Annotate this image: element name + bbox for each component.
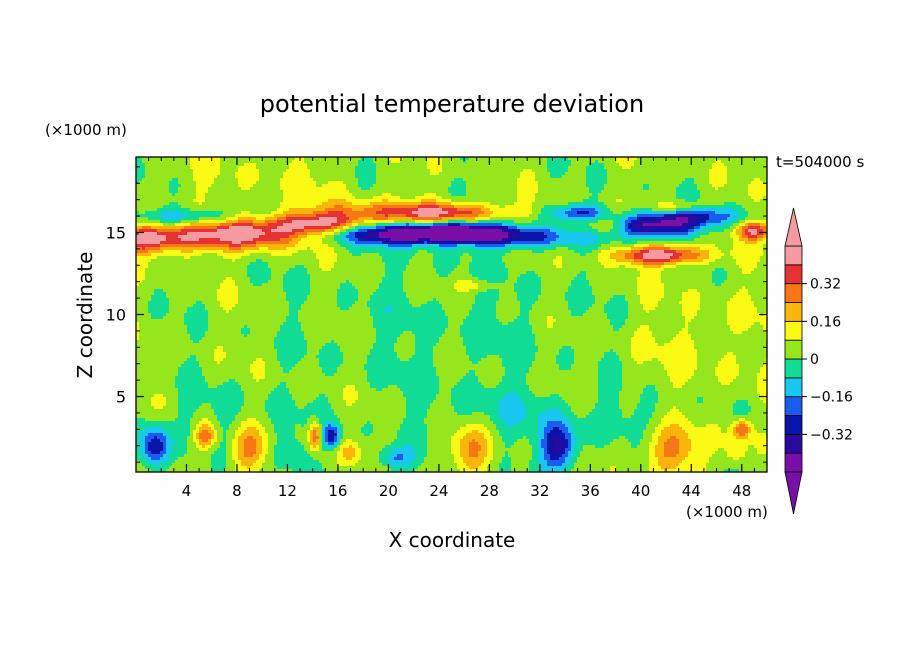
- colorbar-swatch: [785, 340, 802, 359]
- colorbar-swatch: [785, 378, 802, 397]
- colorbar-swatch: [785, 416, 802, 435]
- contour-plot: 4 8 12 16 20 24 28 32 36 40 44 48 51015 0.320.160−0…: [0, 0, 904, 654]
- colorbar-swatch: [785, 265, 802, 284]
- x-tick-label: 36: [581, 482, 600, 500]
- colorbar-label: 0.16: [810, 314, 841, 330]
- contour-field: [136, 157, 767, 472]
- y-tick-label: 15: [106, 223, 126, 242]
- x-tick-label: 48: [732, 482, 751, 500]
- colorbar: 0.32 0.16 0 −0.16 −0.32: [785, 208, 853, 514]
- y-unit-label: (×1000 m): [45, 121, 127, 139]
- x-tick-label: 20: [379, 482, 398, 500]
- x-tick-label: 32: [530, 482, 549, 500]
- colorbar-label: −0.32: [810, 427, 853, 443]
- colorbar-swatch: [785, 434, 802, 453]
- colorbar-swatch: [785, 246, 802, 265]
- x-unit-label: (×1000 m): [686, 503, 768, 521]
- colorbar-top-arrow: [785, 208, 802, 246]
- colorbar-label: 0: [810, 352, 819, 368]
- colorbar-swatch: [785, 303, 802, 322]
- colorbar-swatch: [785, 359, 802, 378]
- y-tick-label: 5: [116, 388, 126, 407]
- colorbar-bottom-arrow: [785, 472, 802, 514]
- chart-title: potential temperature deviation: [260, 90, 644, 118]
- colorbar-label: −0.16: [810, 390, 853, 406]
- y-axis-label: Z coordinate: [73, 252, 97, 379]
- x-tick-label: 8: [232, 482, 242, 500]
- colorbar-label: 0.32: [810, 277, 841, 293]
- x-tick-label: 12: [278, 482, 297, 500]
- x-tick-label: 28: [480, 482, 499, 500]
- colorbar-swatch: [785, 397, 802, 416]
- colorbar-swatch: [785, 453, 802, 472]
- colorbar-swatch: [785, 321, 802, 340]
- x-tick-label: 4: [182, 482, 192, 500]
- x-tick-label: 24: [429, 482, 448, 500]
- y-tick-label: 10: [106, 306, 126, 325]
- time-label: t=504000 s: [776, 153, 864, 171]
- x-tick-label: 16: [328, 482, 347, 500]
- x-tick-label: 44: [682, 482, 701, 500]
- colorbar-swatch: [785, 284, 802, 303]
- x-tick-label: 40: [631, 482, 650, 500]
- x-axis-label: X coordinate: [389, 528, 516, 552]
